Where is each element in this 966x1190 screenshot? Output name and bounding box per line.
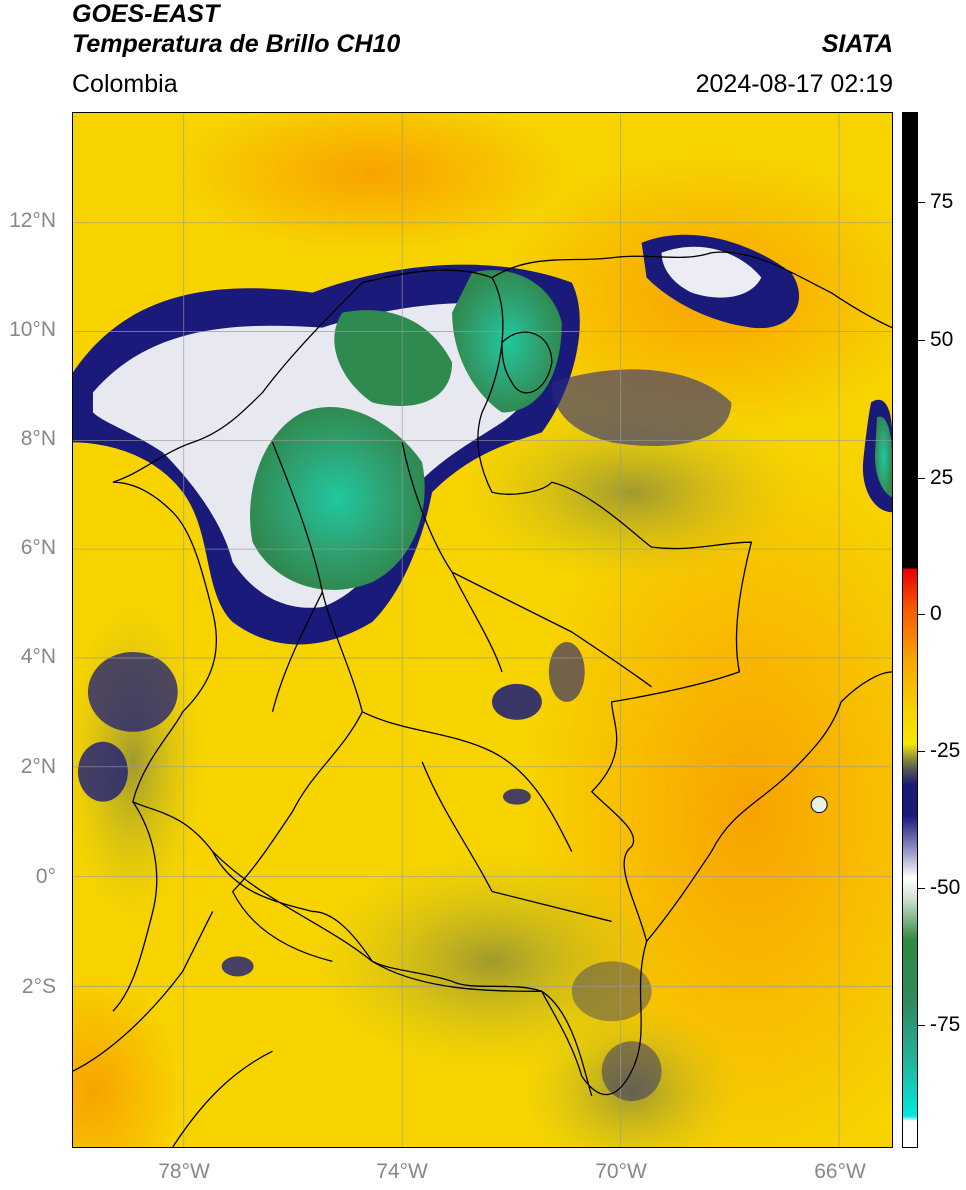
warm-orange-north xyxy=(172,113,572,253)
colorbar-tick xyxy=(918,614,925,615)
colorbar-tick xyxy=(918,1025,925,1026)
colorbar-tick xyxy=(918,340,925,341)
internal-dept-8 xyxy=(491,890,612,923)
colorbar-label-50: 50 xyxy=(930,328,954,351)
latitude-label-8n: 8°N xyxy=(20,427,56,450)
internal-dept-2 xyxy=(362,711,573,852)
figure-title-line-1: GOES-EAST xyxy=(72,0,220,28)
convective-system-northeast xyxy=(551,234,800,446)
southern-coast xyxy=(172,1050,273,1147)
latitude-label-2s: 2°S xyxy=(21,975,56,998)
latitude-label-0: 0° xyxy=(35,865,56,888)
convective-cells-scattered xyxy=(77,641,828,1102)
peru-border xyxy=(212,851,593,1097)
mid-cloud-east xyxy=(462,402,802,583)
brand-label: SIATA xyxy=(821,30,893,58)
internal-dept-5 xyxy=(451,571,652,688)
lake-maracaibo xyxy=(501,331,553,394)
internal-dept-7 xyxy=(421,761,493,892)
figure-title-line-2: Temperatura de Brillo CH10 xyxy=(72,30,401,58)
colorbar-label-75: 75 xyxy=(930,190,954,213)
convective-system-east-edge xyxy=(862,399,892,513)
longitude-label-78w: 78°W xyxy=(158,1160,210,1183)
colorbar-label-minus25: -25 xyxy=(930,739,961,762)
timestamp-label: 2024-08-17 02:19 xyxy=(695,70,893,98)
colorbar-gradient xyxy=(903,113,917,1147)
longitude-label-70w: 70°W xyxy=(595,1160,647,1183)
colorbar-tick xyxy=(918,202,925,203)
colorbar-label-minus75: -75 xyxy=(930,1013,961,1036)
border-lines xyxy=(73,251,892,1147)
colorbar-label-0: 0 xyxy=(930,602,942,625)
pacific-coast-south xyxy=(73,911,214,1072)
longitude-label-66w: 66°W xyxy=(814,1160,866,1183)
venezuela-coast xyxy=(491,251,892,329)
latitude-label-2n: 2°N xyxy=(20,755,56,778)
ecuador-border xyxy=(112,801,158,1012)
brazil-border xyxy=(646,671,892,942)
colombia-border xyxy=(112,269,753,1096)
colorbar-label-minus50: -50 xyxy=(930,876,961,899)
internal-dept-3 xyxy=(232,711,363,892)
map-canvas xyxy=(73,113,892,1147)
latitude-label-6n: 6°N xyxy=(20,536,56,559)
warm-orange-southwest xyxy=(73,971,183,1147)
temperature-colorbar xyxy=(902,112,918,1148)
internal-dept-9 xyxy=(232,891,333,962)
internal-dept-1 xyxy=(271,442,363,712)
latitude-label-12n: 12°N xyxy=(9,209,56,232)
latitude-label-4n: 4°N xyxy=(20,645,56,668)
internal-dept-4 xyxy=(401,442,503,673)
region-subtitle: Colombia xyxy=(72,70,178,98)
latitude-label-10n: 10°N xyxy=(9,318,56,341)
convective-system-north xyxy=(73,264,580,645)
colorbar-tick xyxy=(918,751,925,752)
colorbar-tick xyxy=(918,888,925,889)
satellite-map xyxy=(72,112,893,1148)
longitude-label-74w: 74°W xyxy=(376,1160,428,1183)
colorbar-label-25: 25 xyxy=(930,466,954,489)
colorbar-tick xyxy=(918,478,925,479)
internal-dept-6 xyxy=(271,591,323,712)
